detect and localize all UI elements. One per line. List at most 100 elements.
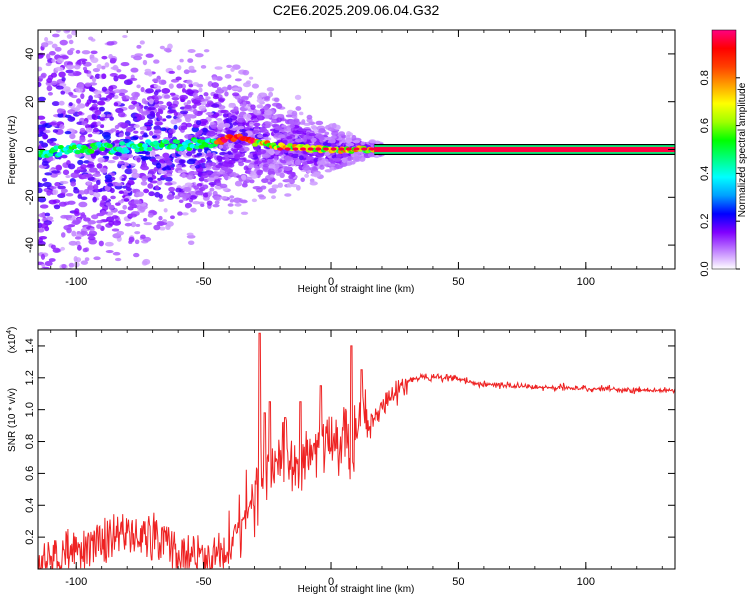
snr-series xyxy=(38,332,675,569)
spectrogram-ridge-cell xyxy=(119,141,126,146)
spectrogram-cell xyxy=(58,201,67,207)
spectrogram-cell xyxy=(227,84,232,91)
spectrogram-cell xyxy=(232,148,238,153)
spectrogram-cell xyxy=(214,66,223,70)
spectrogram-cell xyxy=(99,151,108,156)
spectrogram-cell xyxy=(91,76,97,83)
spectrogram-cell xyxy=(80,164,87,170)
spectrogram-cell xyxy=(345,142,355,147)
spectrogram-cell xyxy=(291,110,298,117)
spectrogram-cell xyxy=(215,76,223,81)
spectrogram-cell xyxy=(141,175,148,182)
spectrogram-cell xyxy=(281,124,286,128)
spectrogram-cell xyxy=(75,233,83,238)
spectrogram-cell xyxy=(170,215,175,220)
spectrogram-cell xyxy=(116,230,125,236)
spectrogram-cell xyxy=(110,195,116,200)
spectrogram-cell xyxy=(215,164,222,169)
spectrogram-ridge-core xyxy=(322,147,329,151)
spectrogram-cell xyxy=(50,72,58,78)
spectrogram-cell xyxy=(197,171,203,177)
spectrogram-cell xyxy=(254,125,260,130)
spectrogram-cell xyxy=(123,79,133,86)
spectrogram-cell xyxy=(142,258,151,265)
spectrogram-cell xyxy=(140,126,148,131)
spectrogram-cell xyxy=(224,74,232,79)
spectrogram-cell xyxy=(282,139,288,144)
spectrogram-cell xyxy=(85,127,93,133)
spectrogram-cell xyxy=(354,157,360,162)
spectrogram-cell xyxy=(53,204,61,210)
spectrogram-cell xyxy=(65,69,74,74)
spectrogram-cell xyxy=(56,108,63,114)
spectrogram-cell xyxy=(200,64,207,69)
spectrogram-cell xyxy=(299,111,304,116)
spectrogram-cell xyxy=(181,88,186,93)
spectrogram-cell xyxy=(328,158,334,163)
spectrogram-cell xyxy=(327,127,335,131)
spectrogram-cell xyxy=(252,186,262,190)
spectrogram-cell xyxy=(90,57,99,64)
spectrogram-cell xyxy=(48,258,56,262)
spectrogram-cell xyxy=(253,109,262,115)
spectrogram-ridge-cell xyxy=(174,139,181,144)
spectrogram-cell xyxy=(144,151,151,155)
spectrogram-cell xyxy=(44,292,51,297)
spectrogram-cell xyxy=(184,104,192,109)
spectrogram-cell xyxy=(301,165,311,171)
spectrogram-cell xyxy=(338,131,346,136)
spectrogram-cell xyxy=(262,133,268,138)
snr-y-tick-label: 1.4 xyxy=(24,338,36,353)
spectrogram-cell xyxy=(186,173,195,180)
spectrogram-cell xyxy=(122,34,128,38)
spectrogram-cell xyxy=(207,190,213,197)
spectrogram-cell xyxy=(247,92,253,98)
spectrogram-cell xyxy=(99,117,105,121)
spectrogram-cell xyxy=(56,404,60,408)
spectrogram-cell xyxy=(223,173,229,180)
spectrogram-cell xyxy=(49,186,57,190)
spectrogram-cell xyxy=(120,164,125,170)
spectrogram-cell xyxy=(205,112,214,116)
colorbar-gradient xyxy=(711,29,737,270)
spectrogram-cell xyxy=(63,335,71,340)
spectrogram-cell xyxy=(77,1,86,7)
spectrogram-cell xyxy=(86,233,96,237)
spectrogram-cell xyxy=(124,222,132,227)
spectrogram-cell xyxy=(324,169,333,173)
spectrogram-cell xyxy=(157,177,162,181)
spectrogram-cell xyxy=(243,165,249,171)
colorbar-ticks: 0.0 0.2 0.4 0.6 0.8 xyxy=(699,70,740,277)
snr-y-tick-label: 1.0 xyxy=(24,402,36,417)
spectrogram-ridge-cell xyxy=(123,149,130,154)
snr-y-tick-label: 0.6 xyxy=(24,466,36,481)
spectrogram-ridge-cell xyxy=(193,144,200,150)
spectrogram-cell xyxy=(274,151,279,156)
spectrogram-ridge-core xyxy=(338,147,345,151)
spectrogram-cell xyxy=(87,133,93,138)
spectrogram-ridge-cell xyxy=(71,144,78,150)
spectrogram-cell xyxy=(71,291,79,297)
spectrogram-cell xyxy=(66,14,73,20)
spectrogram-cell xyxy=(240,211,249,215)
spectrogram-cell xyxy=(60,192,66,196)
spectrogram-cell xyxy=(46,85,53,92)
spectrogram-cell xyxy=(233,106,239,112)
spectrogram-cell xyxy=(158,215,163,221)
spectrogram-cell xyxy=(213,195,221,201)
spectrogram-cell xyxy=(91,113,97,120)
spectrogram-cell xyxy=(227,154,235,159)
spectrogram-cell xyxy=(46,216,54,220)
spectrogram-cell xyxy=(257,148,267,155)
spectrogram-cell xyxy=(153,125,162,131)
spectrogram-cell xyxy=(251,198,258,203)
spectrogram-cell xyxy=(147,71,153,77)
spectrogram-ridge-core xyxy=(330,147,337,151)
spectrogram-cell xyxy=(274,163,280,170)
spectrogram-cell xyxy=(129,136,139,141)
spectrogram-cell xyxy=(51,170,61,174)
spectrogram-cell xyxy=(52,247,61,253)
spectrogram-cell xyxy=(140,86,145,93)
snr-y-scale-exponent: 4 xyxy=(6,330,13,334)
spectrogram-cell xyxy=(70,94,78,99)
